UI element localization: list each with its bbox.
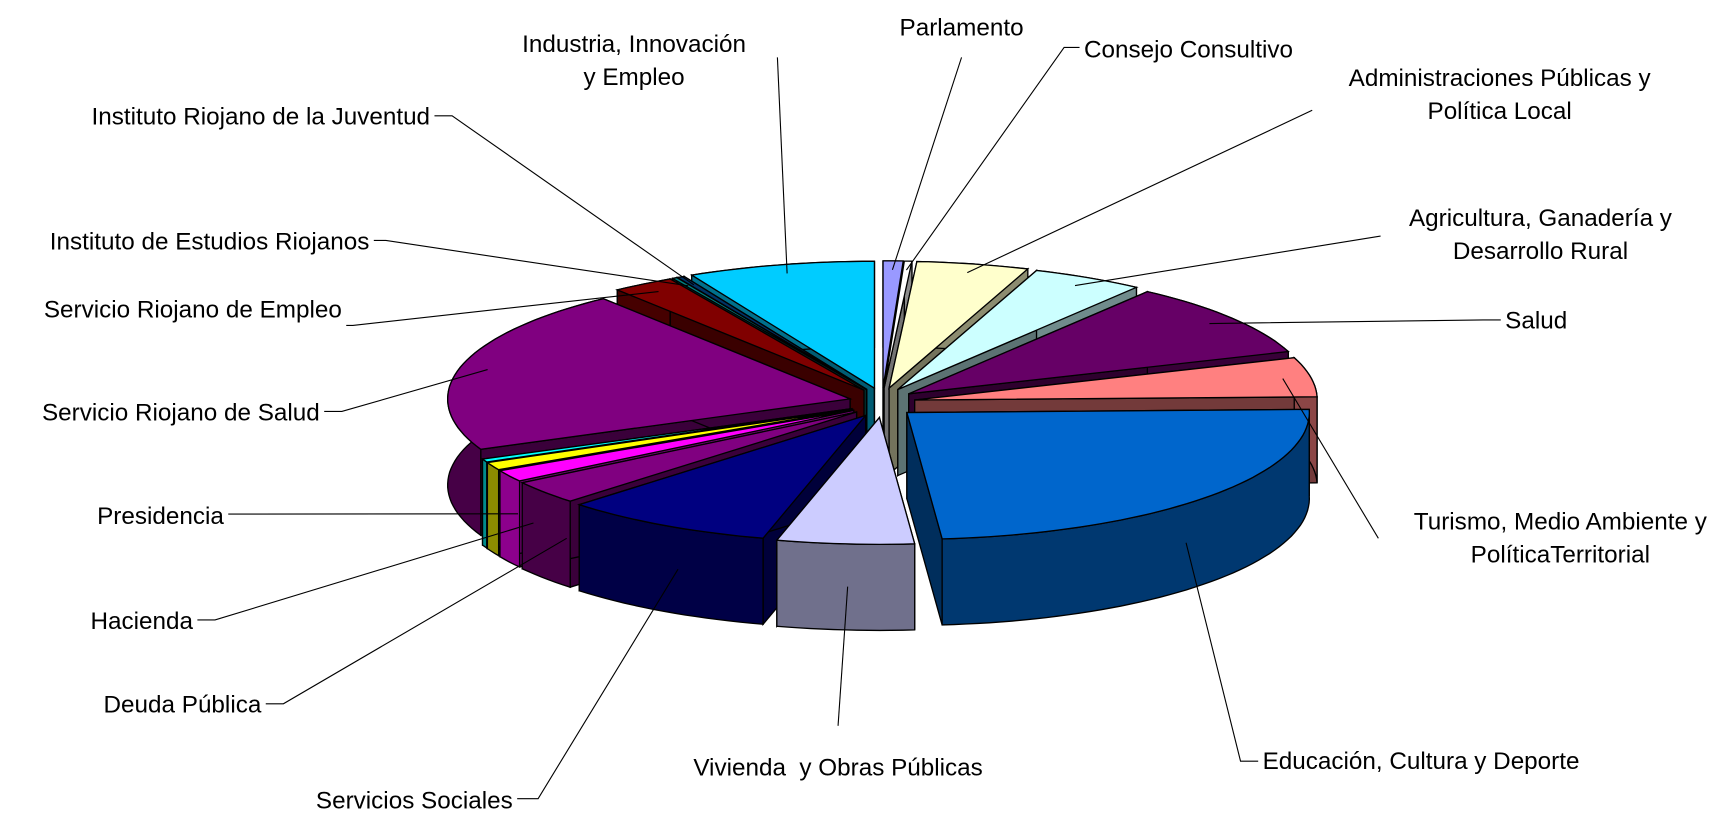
- leader-line: [197, 522, 534, 621]
- slice: [905, 408, 1311, 540]
- leader-line: [1074, 235, 1381, 287]
- slice-label: Parlamento: [899, 13, 1024, 41]
- leader-line: [324, 369, 488, 413]
- slice: [883, 260, 913, 388]
- slice: [888, 260, 1030, 390]
- leader-line: [905, 46, 1080, 271]
- slice-label: Hacienda: [90, 606, 193, 635]
- leader-line: [346, 291, 659, 326]
- leader-line: [776, 57, 788, 274]
- leader-line: [1185, 542, 1259, 762]
- slice-label: Administraciones Públicas y Política Loc…: [1348, 63, 1651, 125]
- slice-label: Servicio Riojano de Salud: [41, 398, 320, 426]
- slice-wall: [481, 457, 488, 550]
- slice: [897, 269, 1139, 391]
- leader-line: [837, 586, 849, 726]
- slice-wall: [499, 469, 521, 569]
- leader-line: [1209, 319, 1501, 325]
- leader-line: [517, 568, 679, 800]
- slice: [914, 357, 1318, 401]
- slice-label: Instituto Riojano de la Juventud: [91, 102, 431, 131]
- slice: [480, 408, 853, 463]
- leader-line: [434, 115, 695, 286]
- slice: [615, 278, 865, 391]
- slice: [775, 416, 916, 546]
- slice: [908, 290, 1290, 395]
- slice-label: Servicios Sociales: [315, 786, 513, 813]
- slice-label: Turismo, Medio Ambiente y PolíticaTerrit…: [1413, 507, 1707, 569]
- leader-line: [373, 239, 689, 287]
- slice-label: Industria, Innovación y Empleo: [522, 29, 746, 91]
- slice-label: Presidencia: [97, 501, 224, 530]
- slice-label: Consejo Consultivo: [1083, 35, 1293, 63]
- slice-label: Instituto de Estudios Riojanos: [49, 227, 370, 255]
- slice: [485, 408, 853, 471]
- slice: [520, 411, 857, 502]
- slice: [498, 409, 854, 482]
- leader-line: [265, 537, 567, 705]
- slice-label: Servicio Riojano de Empleo: [43, 295, 342, 324]
- slice: [670, 276, 867, 391]
- leader-line: [967, 109, 1313, 274]
- slice: [577, 414, 868, 539]
- slice-label: Educación, Cultura y Deporte: [1262, 746, 1580, 775]
- slice-label: Agricultura, Ganadería y Desarrollo Rura…: [1408, 204, 1672, 265]
- slice-label: Salud: [1505, 306, 1568, 335]
- slice-wall: [486, 461, 500, 557]
- slice: [882, 260, 904, 388]
- leader-line: [1282, 378, 1379, 539]
- leader-line: [891, 57, 963, 270]
- slice: [689, 260, 876, 390]
- slice: [447, 298, 853, 450]
- slice-label: Vivienda y Obras Públicas: [693, 753, 983, 781]
- slice-label: Deuda Pública: [103, 690, 262, 719]
